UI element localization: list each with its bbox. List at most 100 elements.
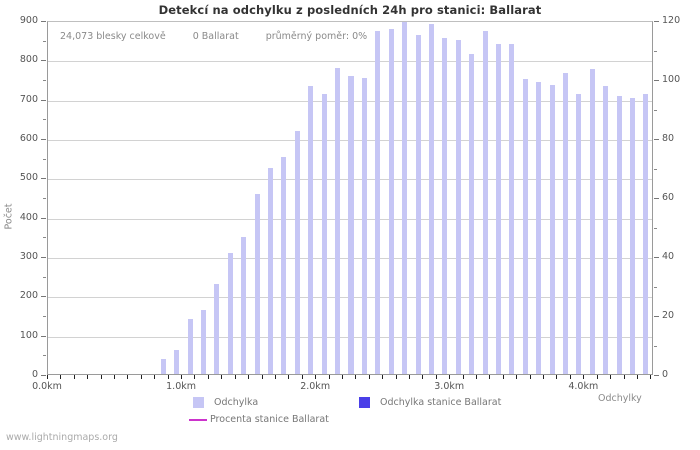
y-axis-tick-minor: [43, 355, 46, 357]
chart-bar: [214, 283, 220, 374]
x-axis-tick: [167, 375, 169, 379]
y-axis-tick-label: 600: [19, 133, 38, 144]
legend-swatch-icon: [193, 397, 204, 408]
y2-axis-tick-label: 100: [662, 74, 681, 85]
x-axis-tick: [422, 375, 424, 379]
y-axis-tick-major: [41, 217, 46, 219]
x-axis-tick: [502, 375, 504, 379]
chart-bar: [254, 194, 260, 374]
y2-axis-tick-major: [654, 21, 659, 22]
gridline: [48, 61, 652, 63]
y-axis-tick-minor: [43, 237, 46, 239]
annotation-total: 24,073 blesky celkově: [60, 31, 166, 42]
chart-bar: [415, 34, 421, 374]
chart-bar: [335, 68, 341, 374]
legend-item-odchylka-stanice: Odchylka stanice Ballarat: [359, 397, 501, 408]
chart-legend: Odchylka Odchylka stanice Ballarat Proce…: [47, 396, 653, 432]
x-axis-tick: [462, 375, 464, 379]
y2-axis-tick-minor: [654, 227, 657, 229]
chart-bar: [294, 131, 300, 374]
y2-axis-tick-label: 20: [662, 310, 675, 321]
x-axis-tick: [529, 375, 531, 379]
x-axis-tick: [355, 375, 357, 379]
y-axis-tick-label: 300: [19, 251, 38, 262]
chart-bar: [442, 37, 448, 374]
chart-bar: [388, 28, 394, 374]
x-axis-tick-label: 3.0km: [434, 381, 465, 392]
legend-label: Procenta stanice Ballarat: [210, 414, 329, 425]
chart-bar: [576, 93, 582, 374]
chart-bar: [281, 156, 287, 374]
chart-bar: [603, 85, 609, 374]
chart-bar: [402, 22, 408, 374]
x-axis-tick: [341, 375, 343, 379]
x-axis-tick: [328, 375, 330, 379]
x-axis-tick: [569, 375, 571, 379]
chart-bar: [361, 78, 367, 374]
x-axis-tick: [435, 375, 437, 379]
x-axis-tick: [449, 375, 451, 379]
chart-bar: [589, 68, 595, 374]
y-axis-tick-major: [41, 139, 46, 140]
y-axis-tick-minor: [43, 198, 46, 199]
x-axis-tick: [47, 375, 48, 379]
y2-axis-tick-minor: [654, 50, 657, 52]
y-axis-tick-major: [41, 60, 46, 62]
y2-axis-tick-label: 120: [662, 15, 681, 26]
x-axis-tick: [248, 375, 250, 379]
watermark-text: www.lightningmaps.org: [6, 432, 118, 443]
y-axis-tick-major: [41, 296, 46, 298]
x-axis-tick: [87, 375, 89, 379]
y-axis-tick-major: [41, 178, 46, 180]
y-axis-tick-label: 900: [19, 15, 38, 26]
y2-axis-tick-major: [654, 316, 659, 317]
x-axis-tick: [114, 375, 116, 379]
x-axis-tick: [207, 375, 209, 379]
y-axis-tick-major: [41, 335, 46, 337]
chart-bar: [482, 30, 488, 374]
y2-axis-tick-major: [654, 80, 659, 81]
x-axis-tick: [288, 375, 290, 379]
x-axis-tick: [315, 375, 317, 379]
x-axis-tick: [395, 375, 397, 379]
annotation-station: 0 Ballarat: [192, 31, 239, 42]
y-axis-tick-minor: [43, 158, 46, 160]
chart-bar: [549, 85, 555, 374]
chart-bar: [308, 85, 314, 374]
chart-bar: [455, 40, 461, 374]
chart-bar: [348, 76, 354, 374]
x-axis-tick: [127, 375, 129, 379]
y-axis-left-title: Počet: [3, 203, 15, 230]
chart-bar: [201, 309, 207, 374]
chart-bar: [428, 23, 434, 374]
y2-axis-tick-minor: [654, 286, 657, 288]
y-axis-tick-major: [41, 21, 46, 22]
y2-axis-tick-label: 60: [662, 192, 675, 203]
x-axis-tick: [154, 375, 156, 379]
y-axis-tick-label: 700: [19, 93, 38, 105]
y2-axis-tick-label: 40: [662, 251, 675, 262]
chart-bar: [268, 168, 274, 374]
chart-bar: [469, 53, 475, 374]
x-axis-tick: [596, 375, 598, 379]
y-axis-tick-label: 200: [19, 290, 38, 302]
x-axis-tick: [382, 375, 384, 379]
chart-bar: [522, 79, 528, 374]
y-axis-tick-major: [41, 257, 46, 258]
legend-label: Odchylka stanice Ballarat: [380, 397, 502, 408]
chart-bar: [187, 319, 193, 374]
y2-axis-tick-minor: [654, 109, 657, 111]
chart-bar: [495, 44, 501, 374]
x-axis-tick: [368, 375, 370, 379]
x-axis-tick-label: 0.0km: [32, 381, 62, 392]
y2-axis-tick-minor: [654, 345, 657, 347]
legend-label: Odchylka: [214, 397, 259, 408]
chart-title: Detekcí na odchylku z posledních 24h pro…: [158, 3, 542, 17]
y-axis-tick-minor: [43, 119, 46, 121]
x-axis-tick: [194, 375, 196, 379]
y-axis-tick-major: [41, 99, 46, 101]
x-axis-tick: [408, 375, 410, 379]
legend-swatch-icon: [359, 397, 370, 408]
plot-area: 24,073 blesky celkově 0 Ballarat průměrn…: [47, 21, 653, 375]
y-axis-tick-label: 100: [19, 329, 38, 341]
